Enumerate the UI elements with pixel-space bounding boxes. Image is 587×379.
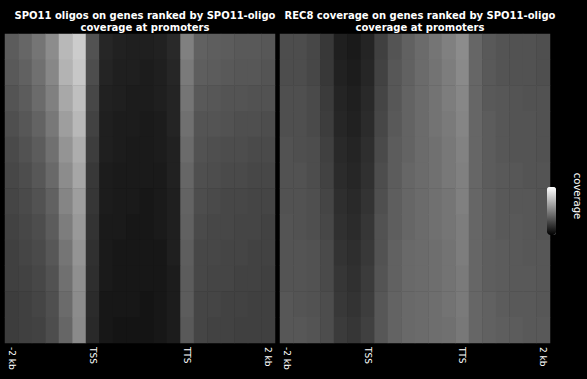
svg-text:-2 kb: -2 kb [282,347,292,370]
svg-text:REC8 coverage on genes ranked: REC8 coverage on genes ranked by SPO11-o… [285,10,556,21]
svg-text:2 kb: 2 kb [538,347,548,367]
svg-text:-2 kb: -2 kb [7,347,17,370]
svg-text:coverage: coverage [572,173,583,219]
svg-text:TTS: TTS [182,346,192,364]
svg-text:coverage at promoters: coverage at promoters [81,22,210,33]
svg-text:2 kb: 2 kb [263,347,273,367]
svg-text:TSS: TSS [88,346,98,364]
svg-text:TSS: TSS [363,346,373,364]
svg-text:SPO11 oligos on genes ranked b: SPO11 oligos on genes ranked by SPO11-ol… [15,10,276,21]
svg-text:coverage at promoters: coverage at promoters [356,22,485,33]
svg-text:TTS: TTS [457,346,467,364]
